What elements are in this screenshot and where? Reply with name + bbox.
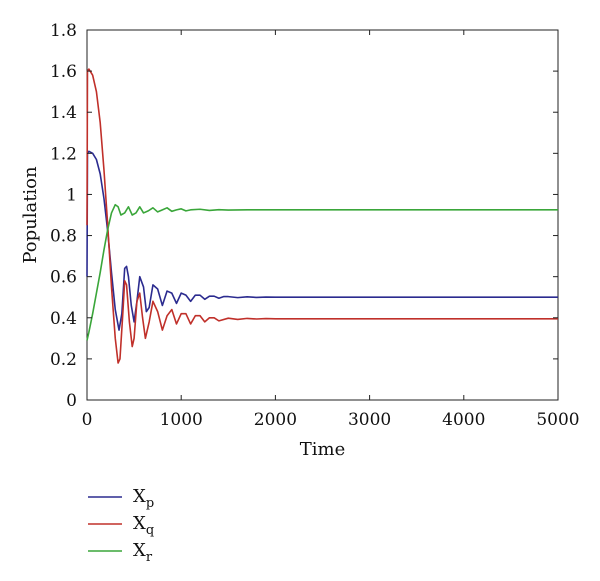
legend-entry-label: Xp: [133, 486, 154, 511]
x-axis-title: Time: [300, 439, 345, 460]
y-tick-label: 1.8: [50, 21, 77, 41]
x-tick-label: 0: [82, 410, 93, 430]
y-tick-label: 1.2: [50, 144, 77, 164]
legend-entry-label: Xq: [133, 513, 154, 538]
plot-area-frame: [86, 29, 559, 401]
y-tick-label: 0.8: [50, 227, 77, 247]
y-axis-title: Population: [20, 166, 41, 264]
series-line-xp: [86, 150, 558, 331]
y-tick-label: 0: [66, 391, 77, 411]
y-tick-label: 1: [66, 185, 77, 205]
x-tick-label: 2000: [254, 410, 297, 430]
x-tick-label: 5000: [536, 410, 579, 430]
x-tick-label: 1000: [160, 410, 203, 430]
x-tick-label: 3000: [348, 410, 391, 430]
y-tick-label: 0.2: [50, 350, 77, 370]
y-tick-label: 1.6: [50, 62, 77, 82]
series-line-xq: [86, 68, 558, 364]
x-tick-label: 4000: [442, 410, 485, 430]
y-tick-label: 0.6: [50, 268, 77, 288]
y-tick-label: 0.4: [50, 309, 77, 329]
legend-entry-label: Xr: [133, 540, 153, 565]
y-tick-label: 1.4: [50, 103, 77, 123]
series-line-xr: [86, 203, 558, 341]
